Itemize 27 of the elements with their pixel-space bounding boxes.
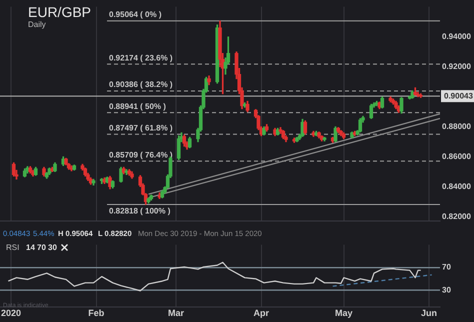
x-tick-label: Feb — [88, 308, 105, 318]
ref-line-label: 0.90043 — [444, 91, 474, 100]
x-tick-label: 2020 — [0, 308, 22, 318]
y-tick-label: 30 — [442, 285, 452, 294]
ref-line-label: 0.92174 ( 23.6% ) — [109, 53, 173, 62]
x-tick-label: Jun — [420, 308, 438, 318]
text: Daily — [28, 20, 46, 29]
ref-line-label: 0.90386 ( 38.2% ) — [109, 80, 173, 90]
x-tick-label: Apr — [254, 308, 270, 318]
ref-line-label: 0.88941 ( 50% ) — [109, 102, 166, 111]
y-tick-label: 0.88000 — [442, 122, 472, 131]
ref-line-label: 0.95064 ( 0% ) — [109, 10, 162, 20]
y-tick-label: 70 — [442, 262, 452, 272]
y-tick-label: 0.84000 — [442, 182, 472, 191]
annotation: 70 — [37, 243, 46, 252]
y-tick-label: 0.82000 — [442, 212, 472, 221]
x-tick-label: May — [334, 308, 353, 318]
chart-title: RSI — [6, 243, 20, 252]
chart-title: EUR/GBP — [28, 4, 92, 20]
x-tick-label: Mar — [168, 308, 184, 318]
annotation: 14 — [26, 243, 35, 252]
ref-line-label: 0.82818 ( 100% ) — [109, 206, 171, 216]
y-tick-label: 0.92000 — [442, 62, 472, 71]
y-tick-label: 0.94000 — [442, 32, 472, 41]
ref-line-label: 0.87497 ( 61.8% ) — [109, 123, 173, 132]
annotation: 30 — [48, 243, 57, 252]
y-tick-label: 0.86000 — [442, 152, 472, 161]
